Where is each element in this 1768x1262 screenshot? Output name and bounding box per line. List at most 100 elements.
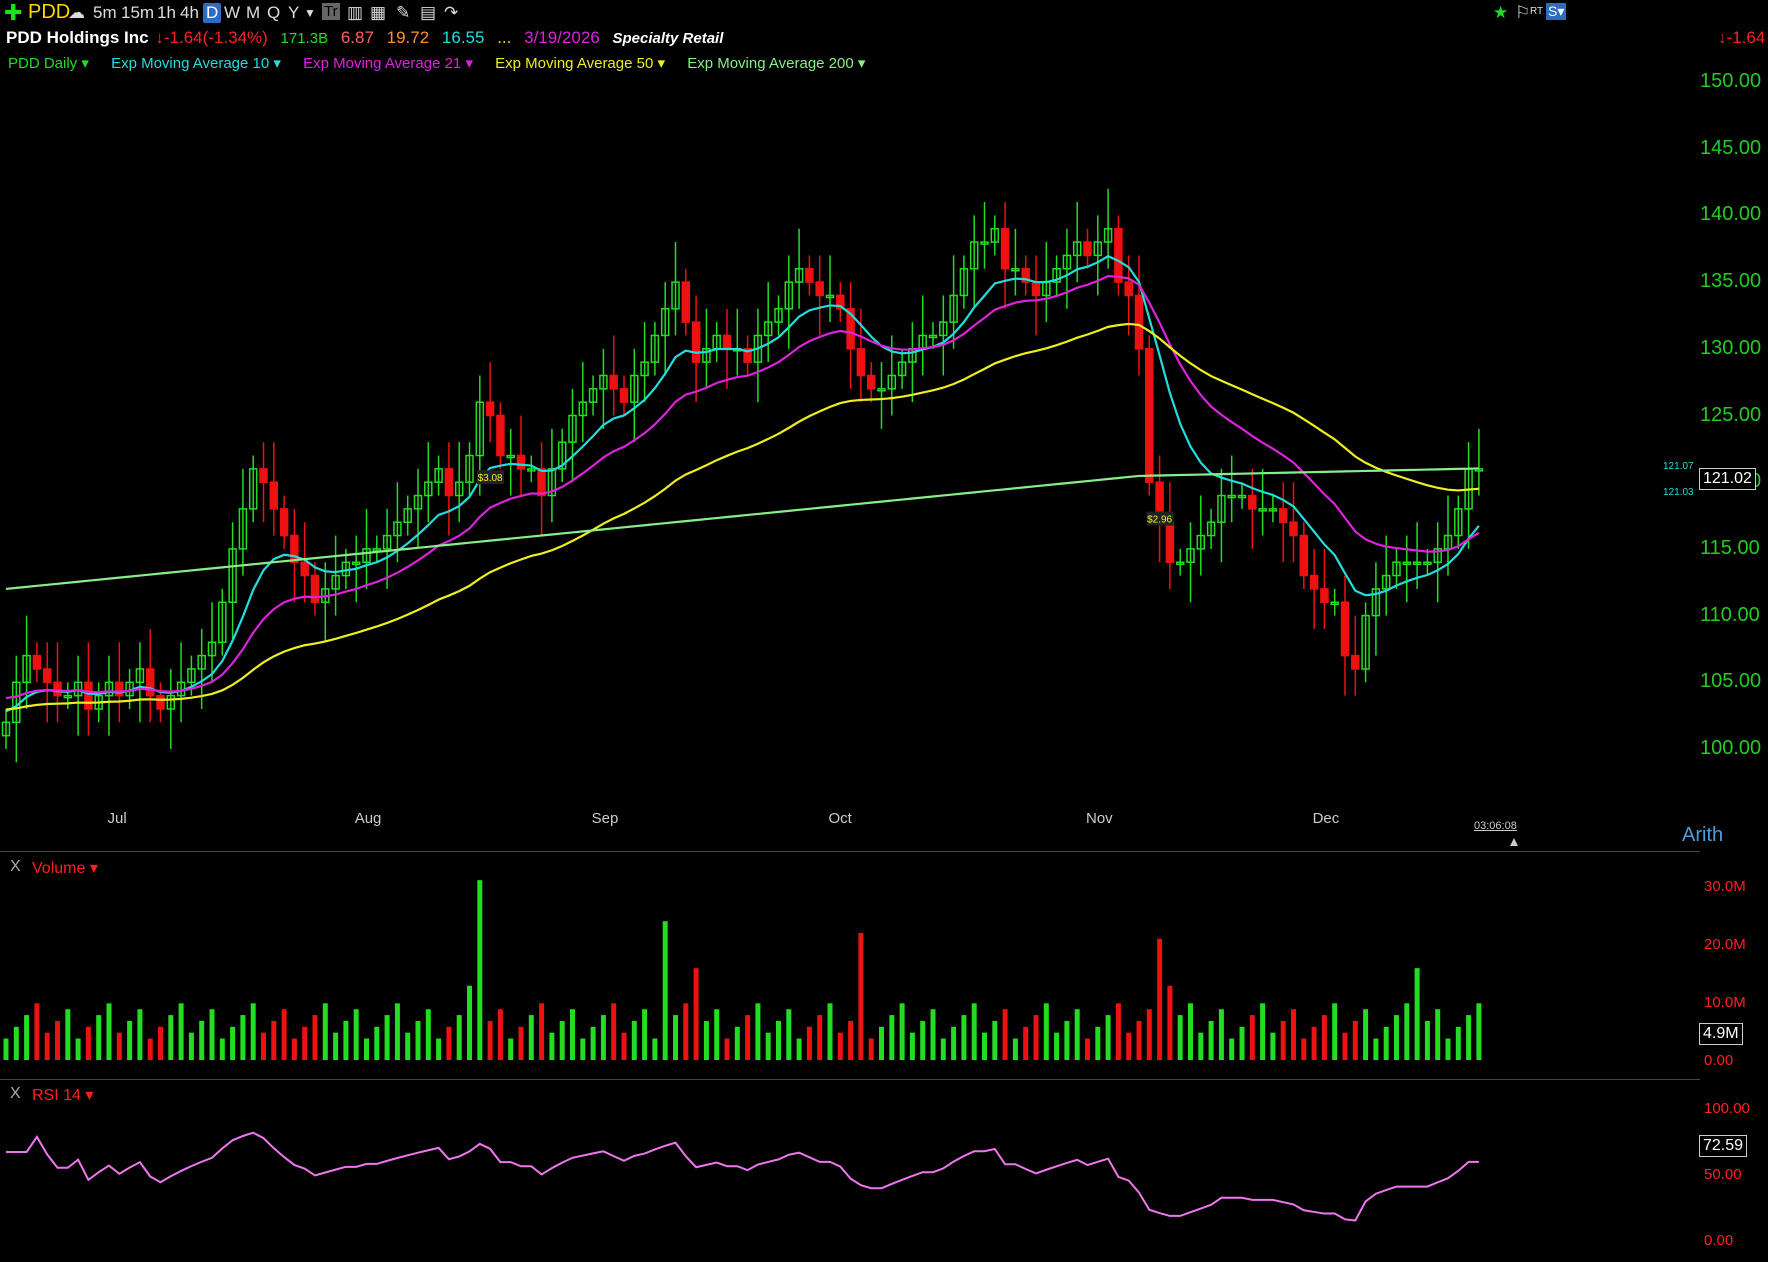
candle	[1433, 548, 1442, 563]
candle	[825, 294, 835, 299]
volume-bar	[508, 1038, 514, 1060]
legend-ema10[interactable]: Exp Moving Average 10 ▾	[111, 55, 281, 72]
scale-mode[interactable]: Arith	[1682, 824, 1724, 846]
share-icon[interactable]: ↷	[444, 3, 459, 22]
price-chart[interactable]: $3.08 $2.96	[0, 60, 1700, 860]
price-tick: 130.00	[1700, 336, 1762, 359]
legend-ema50[interactable]: Exp Moving Average 50 ▾	[495, 55, 666, 72]
volume-bar	[1126, 1032, 1132, 1060]
volume-bar	[1394, 1015, 1399, 1060]
volume-bar	[1033, 1015, 1039, 1060]
price-tick: 145.00	[1700, 136, 1762, 159]
interval-15m[interactable]: 15m	[121, 3, 155, 22]
rsi-chart[interactable]	[0, 1082, 1700, 1262]
interval-1h[interactable]: 1h	[157, 3, 176, 22]
volume-chart[interactable]	[0, 860, 1700, 1060]
volume-bar	[281, 1009, 287, 1060]
volume-bar	[1218, 1009, 1224, 1060]
volume-bar	[1208, 1020, 1214, 1060]
volume-bar	[1239, 1026, 1245, 1060]
volume-bar	[13, 1026, 19, 1060]
candle	[1, 721, 11, 737]
volume-bar	[755, 1003, 761, 1060]
volume-bar	[1291, 1009, 1296, 1060]
candle	[1392, 561, 1401, 577]
candle	[599, 374, 608, 390]
candle	[609, 374, 618, 390]
volume-bar	[436, 1038, 442, 1060]
symbol-label[interactable]: PDD	[28, 1, 71, 23]
volume-bar	[1136, 1020, 1142, 1060]
volume-bar	[580, 1038, 586, 1060]
candle	[32, 654, 42, 670]
interval-d[interactable]: D	[203, 3, 222, 23]
volume-bar	[1424, 1020, 1430, 1060]
legend-ema21[interactable]: Exp Moving Average 21 ▾	[303, 55, 473, 72]
interval-4h[interactable]: 4h	[180, 3, 199, 22]
volume-bar	[889, 1015, 895, 1060]
candle	[805, 268, 814, 283]
volume-label[interactable]: Volume ▾	[32, 860, 98, 877]
flag-icon[interactable]: ⚐	[1515, 3, 1531, 22]
candle	[1165, 521, 1175, 563]
bar-chart-icon[interactable]: ▥	[347, 3, 364, 22]
candle	[496, 414, 505, 457]
volume-bar	[34, 1003, 40, 1060]
interval-m[interactable]: M	[246, 3, 261, 22]
volume-bar	[405, 1032, 411, 1060]
candle	[557, 441, 567, 470]
candle	[1423, 561, 1432, 565]
candle	[485, 401, 495, 417]
candle	[1330, 601, 1339, 606]
volume-bar	[1352, 1020, 1358, 1060]
volume-tick: 30.0M	[1704, 878, 1746, 895]
last-price-box: 121.02	[1699, 468, 1756, 490]
legend-main[interactable]: PDD Daily ▾	[8, 55, 89, 72]
volume-bar	[219, 1038, 225, 1060]
chevron-down-icon[interactable]: ▼	[304, 6, 316, 20]
candle	[1124, 281, 1133, 297]
volume-bar	[1466, 1015, 1472, 1060]
calculator-icon[interactable]: ▦	[370, 3, 387, 22]
interval-5m[interactable]: 5m	[93, 3, 117, 22]
volume-bar	[1157, 938, 1163, 1060]
candle	[846, 308, 855, 350]
candle	[1145, 348, 1154, 483]
layers-icon[interactable]: ▤	[420, 3, 437, 22]
interval-y[interactable]: Y	[288, 3, 300, 22]
candle	[413, 494, 423, 510]
volume-bar	[1229, 1038, 1235, 1060]
price-tick: 135.00	[1700, 270, 1762, 293]
price-tick: 105.00	[1700, 670, 1762, 693]
candle	[238, 508, 248, 550]
rsi-close-icon[interactable]: X	[10, 1085, 21, 1102]
candle	[1134, 294, 1144, 350]
candle	[722, 334, 732, 350]
star-icon[interactable]: ★	[1493, 3, 1509, 22]
interval-q[interactable]: Q	[267, 3, 281, 22]
rsi-label[interactable]: RSI 14 ▾	[32, 1087, 94, 1104]
candle	[1217, 494, 1226, 523]
volume-bar	[250, 1003, 256, 1060]
settings-icon[interactable]: S▾	[1546, 3, 1567, 20]
volume-bar	[1476, 1003, 1482, 1060]
volume-bar	[1311, 1026, 1317, 1060]
volume-bar	[467, 985, 472, 1060]
legend-ema200[interactable]: Exp Moving Average 200 ▾	[687, 55, 866, 72]
volume-bar	[137, 1009, 143, 1060]
volume-close-icon[interactable]: X	[10, 858, 21, 875]
volume-bar	[333, 1032, 339, 1060]
candle	[794, 268, 804, 283]
volume-bar	[1260, 1003, 1266, 1060]
pencil-icon[interactable]: ✎	[396, 3, 411, 22]
text-tool-icon[interactable]: Tr	[322, 3, 340, 20]
right-change: ↓-1.64	[1718, 28, 1766, 47]
volume-bar	[209, 1009, 215, 1060]
interval-w[interactable]: W	[224, 3, 241, 22]
cloud-icon[interactable]: ☁	[68, 3, 85, 22]
rsi-tick: 0.00	[1704, 1232, 1734, 1249]
add-icon[interactable]: ✚	[4, 0, 23, 25]
candle	[465, 454, 474, 483]
volume-bar	[714, 1009, 720, 1060]
candle	[362, 548, 371, 563]
